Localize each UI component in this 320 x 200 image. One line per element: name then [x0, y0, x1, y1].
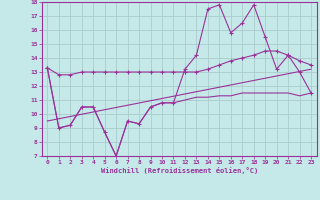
X-axis label: Windchill (Refroidissement éolien,°C): Windchill (Refroidissement éolien,°C): [100, 167, 258, 174]
